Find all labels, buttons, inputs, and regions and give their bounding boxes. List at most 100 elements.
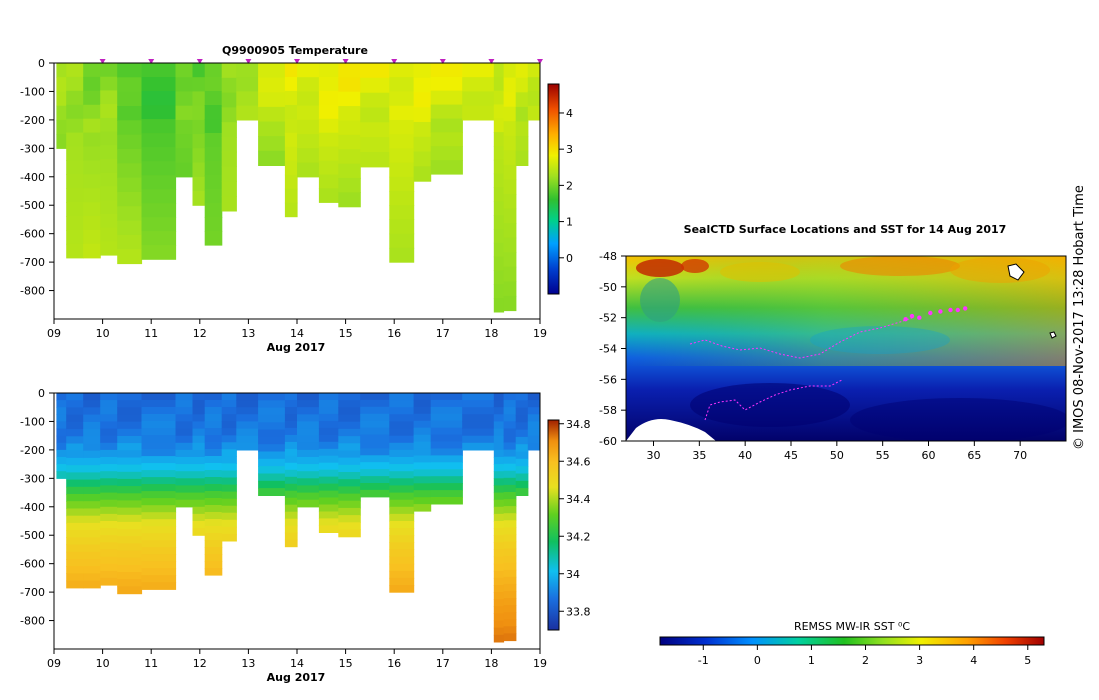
temperature-cell (462, 91, 495, 107)
salinity-cell (338, 443, 361, 452)
salinity-cell (100, 499, 118, 508)
salinity-cell (360, 441, 390, 449)
salinity-cell (462, 442, 495, 451)
salinity-cell (258, 436, 286, 445)
temperature-cell (493, 132, 505, 147)
salinity-cell (100, 457, 118, 465)
temperature-cell (515, 92, 529, 108)
salinity-cell (389, 563, 415, 572)
temperature-cell (100, 186, 118, 201)
salinity-cell (83, 522, 101, 531)
sst-field (626, 256, 1066, 441)
temperature-cell (117, 191, 143, 207)
profile-marker (196, 59, 203, 64)
salinity-cell (66, 494, 84, 502)
temperature-cell (430, 146, 463, 161)
temperature-cell (360, 122, 390, 138)
temperature-cell (493, 159, 505, 175)
salinity-cell (141, 519, 177, 527)
salinity-cell (56, 428, 67, 437)
temperature-cell (318, 104, 339, 120)
y-tick-label: -600 (20, 228, 45, 241)
salinity-cell (360, 448, 390, 456)
salinity-cell (56, 449, 67, 458)
salinity-cell (56, 421, 67, 430)
x-tick-label: 15 (339, 327, 353, 340)
salinity-cell (100, 442, 118, 451)
salinity-cell (192, 428, 206, 437)
salinity-cell (284, 490, 298, 499)
temperature-cell (83, 160, 101, 175)
salinity-cell (192, 442, 206, 451)
salinity-cell (413, 476, 432, 484)
salinity-cell (503, 492, 517, 500)
x-tick-label: 17 (436, 327, 450, 340)
salinity-cell (430, 413, 463, 422)
salinity-cell (221, 435, 237, 443)
temperature-cell (503, 281, 517, 297)
temperature-cell (284, 104, 298, 120)
salinity-cell (338, 529, 361, 538)
salinity-cell (141, 547, 177, 555)
temperature-cell (318, 188, 339, 203)
seal-location-marker (948, 307, 953, 313)
temperature-cell (503, 63, 517, 79)
salinity-cell (141, 414, 177, 422)
temperature-cell (141, 161, 177, 176)
salinity-cell (389, 400, 415, 408)
temperature-cell (413, 122, 432, 138)
salinity-cell (83, 494, 101, 502)
temperature-cell (192, 191, 206, 206)
salinity-cell (318, 441, 339, 450)
salinity-cell (493, 414, 505, 422)
salinity-cell (175, 499, 194, 508)
salinity-cell (100, 577, 118, 586)
temperature-cell (430, 132, 463, 147)
salinity-cell (258, 422, 286, 431)
temperature-cell (338, 106, 361, 122)
salinity-cell (493, 400, 505, 408)
temperature-cell (297, 63, 320, 78)
temperature-cell (318, 63, 339, 78)
salinity-cell (318, 420, 339, 429)
salinity-cell (117, 478, 143, 487)
salinity-cell (389, 393, 415, 401)
temperature-cell (204, 189, 223, 204)
salinity-cell (284, 483, 298, 492)
salinity-cell (100, 464, 118, 472)
temperature-cell (141, 175, 177, 190)
salinity-cell (503, 513, 517, 521)
salinity-cell (318, 393, 339, 401)
temperature-cell (100, 200, 118, 215)
temperature-cell (83, 146, 101, 161)
salinity-cell (389, 478, 415, 486)
salinity-cell (413, 393, 432, 401)
salinity-cell (318, 483, 339, 492)
salinity-cell (389, 442, 415, 451)
salinity-cell (141, 526, 177, 534)
y-tick-label: -200 (20, 444, 45, 457)
salinity-cell (503, 435, 517, 444)
temperature-cell (413, 151, 432, 167)
salinity-cell (430, 399, 463, 408)
salinity-cell (204, 568, 223, 576)
salinity-cell (66, 443, 84, 452)
salinity-cell (192, 499, 206, 508)
salinity-cell (430, 393, 463, 401)
salinity-cell (338, 407, 361, 416)
salinity-cell (462, 421, 495, 430)
x-tick-label: 18 (484, 327, 498, 340)
salinity-cell (83, 421, 101, 430)
map-lat-axis: -48 -50 -52 -54 -56 -58 -60 (599, 250, 626, 448)
salinity-cell (83, 486, 101, 495)
salinity-cell (56, 400, 67, 408)
temperature-cell (141, 91, 177, 106)
salinity-cell (503, 407, 517, 415)
temperature-cell (141, 245, 177, 260)
salinity-cell (284, 420, 298, 429)
salinity-cell (515, 473, 529, 482)
salinity-cell (503, 583, 517, 592)
salinity-cell (297, 393, 320, 401)
salinity-cell (284, 400, 298, 408)
salinity-cell (66, 551, 84, 560)
